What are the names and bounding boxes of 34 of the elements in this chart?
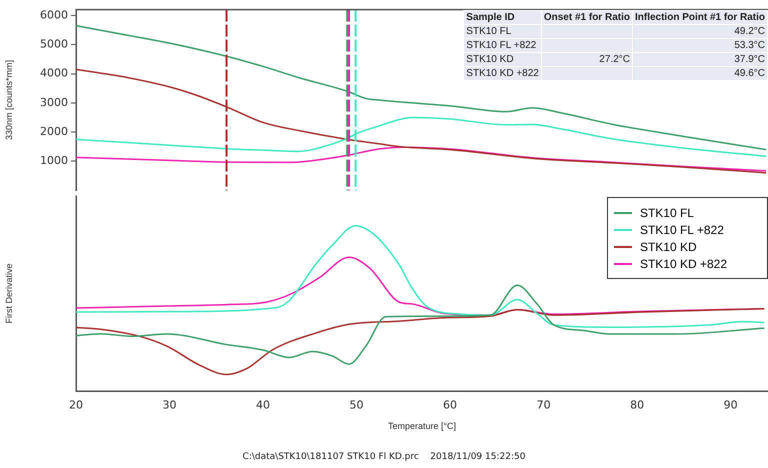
annotation: Sample ID [464,10,542,24]
x-tick-label: 30 [162,398,177,412]
y-tick-label: 6000 [40,8,68,22]
legend-label: STK10 FL +822 [640,222,724,236]
legend-label: STK10 FL [640,206,694,220]
y-tick-label: 5000 [40,37,68,50]
y-tick-label: 3000 [40,96,68,109]
annotation: STK10 FL [464,24,542,38]
x-tick-label: 40 [256,398,270,412]
x-tick-label: 20 [69,398,83,412]
annotation: Onset #1 for Ratio [541,10,632,24]
legend-label: STK10 KD [640,240,697,254]
annotation: 27.2°C [541,52,632,66]
annotation: STK10 KD [464,52,542,66]
annotation: Inflection Point #1 for Ratio [632,10,768,24]
x-tick-label: 60 [443,398,458,412]
text: C:\data\STK10\181107 STK10 Fl KD.prc 2018/11/09 15:22:50 [242,452,526,462]
annotation: STK10 FL +822 [464,38,542,52]
x-tick-label: 70 [536,398,551,412]
annotation: 49.6°C [632,66,768,80]
x-tick-label: 90 [724,398,738,412]
annotation: STK10 KD +822 [464,66,542,80]
x-tick-label: 50 [350,398,364,412]
legend-label: STK10 KD +822 [640,256,727,270]
x-tick-label: 80 [630,398,644,412]
annotation: 49.2°C [632,24,768,38]
annotation: 37.9°C [632,52,768,66]
y-tick-label: 4000 [40,66,68,80]
y-axis-title: 330nm [counts*mm] [4,60,14,140]
x-axis-title: Temperature [°C] [388,421,456,432]
annotation: 53.3°C [632,38,768,52]
y-tick-label: 1000 [40,154,68,168]
y-tick-label: 2000 [40,124,68,138]
y-axis-title: First Derivative [4,263,14,324]
